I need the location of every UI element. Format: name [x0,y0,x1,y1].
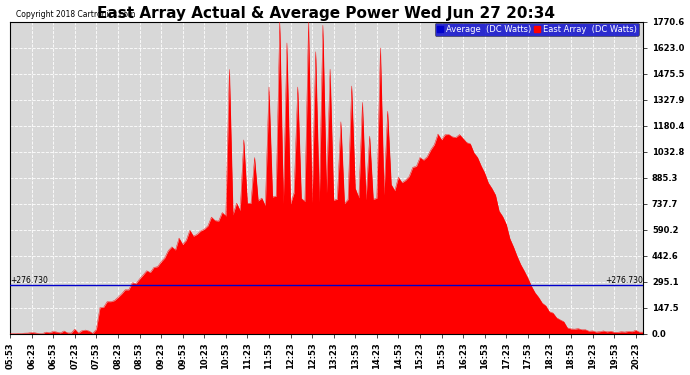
Title: East Array Actual & Average Power Wed Jun 27 20:34: East Array Actual & Average Power Wed Ju… [97,6,555,21]
Text: +276.730: +276.730 [10,276,48,285]
Text: Copyright 2018 Cartronics.com: Copyright 2018 Cartronics.com [17,10,136,19]
Legend: Average  (DC Watts), East Array  (DC Watts): Average (DC Watts), East Array (DC Watts… [435,23,639,36]
Text: +276.730: +276.730 [605,276,643,285]
